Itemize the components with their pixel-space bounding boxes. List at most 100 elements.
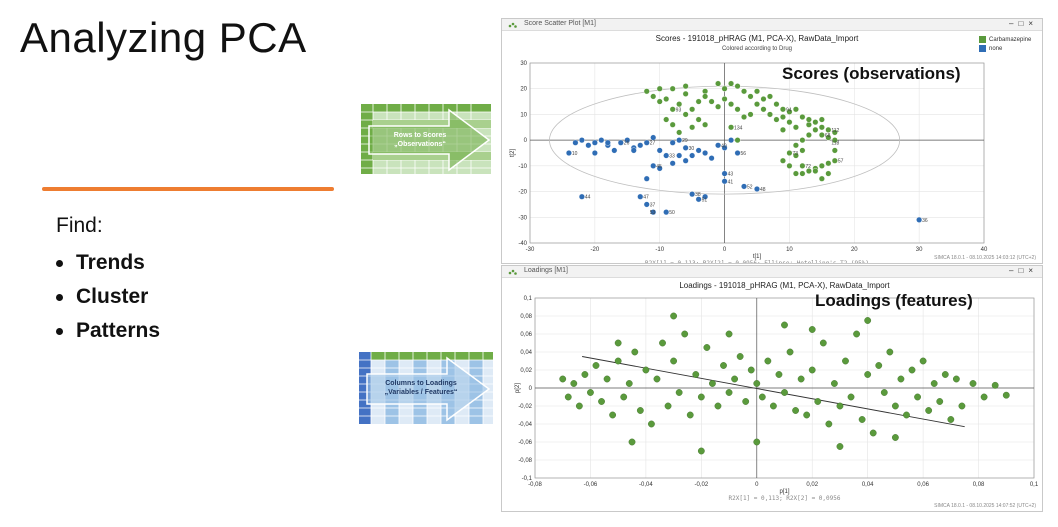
data-point (742, 398, 750, 405)
data-point (799, 170, 806, 177)
data-point (891, 434, 899, 441)
data-point (853, 330, 860, 338)
x-tick-label: -0,02 (694, 482, 708, 488)
y-tick-label: -0,08 (518, 458, 532, 464)
data-point (653, 375, 661, 383)
data-point (766, 111, 773, 118)
data-point (591, 139, 598, 146)
maximize-button[interactable]: □ (1018, 19, 1029, 28)
data-point (669, 139, 676, 146)
data-point (779, 113, 786, 120)
rows-to-scores-line1: Rows to Scores (393, 132, 447, 139)
y-tick-label: 0 (529, 386, 533, 392)
data-point (734, 149, 741, 156)
data-point (702, 88, 709, 95)
plot-area-frame (529, 62, 985, 244)
data-point (916, 216, 923, 223)
data-point (786, 119, 793, 126)
data-point (648, 420, 655, 428)
data-point (663, 209, 670, 216)
legend-item-carbamazepine: Carbamazepine (979, 35, 1031, 44)
point-label: 134 (734, 125, 743, 131)
bullet-dot-icon (56, 259, 63, 267)
data-point (747, 111, 754, 118)
data-point (760, 95, 767, 102)
point-label: 52 (747, 184, 753, 190)
x-axis-label: t[1] (753, 254, 762, 260)
legend-swatch-carbamazepine (979, 36, 986, 43)
chart-title: Loadings - 191018_pHRAG (M1, PCA-X), Raw… (679, 281, 890, 290)
rows-to-scores-label: Rows to Scores „Observations“ (375, 131, 465, 149)
data-point (825, 160, 832, 167)
x-tick-label: -0,06 (584, 482, 598, 488)
data-point (598, 398, 605, 405)
data-point (611, 147, 618, 154)
point-label: 38 (695, 192, 701, 198)
data-point (779, 106, 786, 113)
score-window-titlebar[interactable]: Score Scatter Plot [M1] –□× (502, 19, 1042, 31)
data-point (805, 167, 812, 174)
score-scatter-window[interactable]: Score Scatter Plot [M1] –□× Scores - 191… (501, 18, 1043, 264)
chart-caption: R2X[1] = 0,113; R2X[2] = 0,0956 (729, 495, 841, 502)
data-point (664, 402, 672, 410)
loadings-chart[interactable]: Loadings - 191018_pHRAG (M1, PCA-X), Raw… (502, 278, 1042, 511)
data-point (676, 137, 683, 144)
y-tick-label: 10 (520, 112, 527, 118)
data-point (786, 149, 793, 156)
data-point (818, 131, 825, 138)
scores-chart[interactable]: Scores - 191018_pHRAG (M1, PCA-X), RawDa… (502, 31, 1042, 263)
maximize-button[interactable]: □ (1018, 266, 1029, 275)
point-label: 37 (650, 202, 656, 208)
data-point (709, 380, 716, 387)
data-point (831, 157, 838, 164)
data-point (695, 196, 702, 203)
x-tick-label: 0,06 (917, 482, 929, 488)
scores-overlay-label: Scores (observations) (782, 64, 961, 83)
data-point (728, 124, 735, 131)
data-point (650, 162, 657, 169)
loadings-window[interactable]: Loadings [M1] –□× Loadings - 191018_pHRA… (501, 265, 1043, 512)
data-point (702, 149, 709, 156)
data-point (682, 144, 689, 151)
accent-divider (42, 187, 334, 191)
point-label: 47 (643, 195, 649, 201)
data-point (825, 420, 833, 428)
y-tick-label: 0,02 (520, 368, 532, 374)
close-button[interactable]: × (1028, 266, 1038, 275)
score-window-controls[interactable]: –□× (1009, 19, 1038, 28)
bullet-item: Trends (56, 246, 160, 280)
data-point (941, 371, 949, 378)
data-point (812, 167, 819, 174)
minimize-button[interactable]: – (1009, 19, 1019, 28)
data-point (643, 201, 650, 208)
data-point (825, 170, 832, 177)
data-point (681, 330, 689, 338)
data-point (692, 371, 700, 378)
data-point (682, 90, 689, 97)
data-point (578, 193, 585, 200)
data-point (747, 366, 755, 374)
chart-caption: R2X[1] = 0,113; R2X[2] = 0,0956; Ellipse… (645, 260, 869, 263)
data-point (831, 137, 838, 144)
data-point (958, 402, 966, 410)
data-point (663, 116, 670, 123)
loadings-window-titlebar[interactable]: Loadings [M1] –□× (502, 266, 1042, 278)
data-point (656, 147, 663, 154)
point-label: 36 (922, 218, 928, 224)
data-point (799, 147, 806, 154)
data-point (702, 121, 709, 128)
data-point (559, 375, 567, 383)
data-point (880, 389, 888, 396)
y-tick-label: 0,1 (524, 296, 533, 302)
point-label: 112 (831, 128, 839, 134)
y-tick-label: 0,06 (520, 332, 532, 338)
loadings-window-controls[interactable]: –□× (1009, 266, 1038, 275)
data-point (792, 170, 799, 177)
close-button[interactable]: × (1028, 19, 1038, 28)
data-point (585, 142, 592, 149)
minimize-button[interactable]: – (1009, 266, 1019, 275)
data-point (695, 147, 702, 154)
data-point (686, 411, 694, 419)
columns-to-loadings-line1: Columns to Loadings (385, 380, 457, 387)
data-point (836, 402, 844, 410)
